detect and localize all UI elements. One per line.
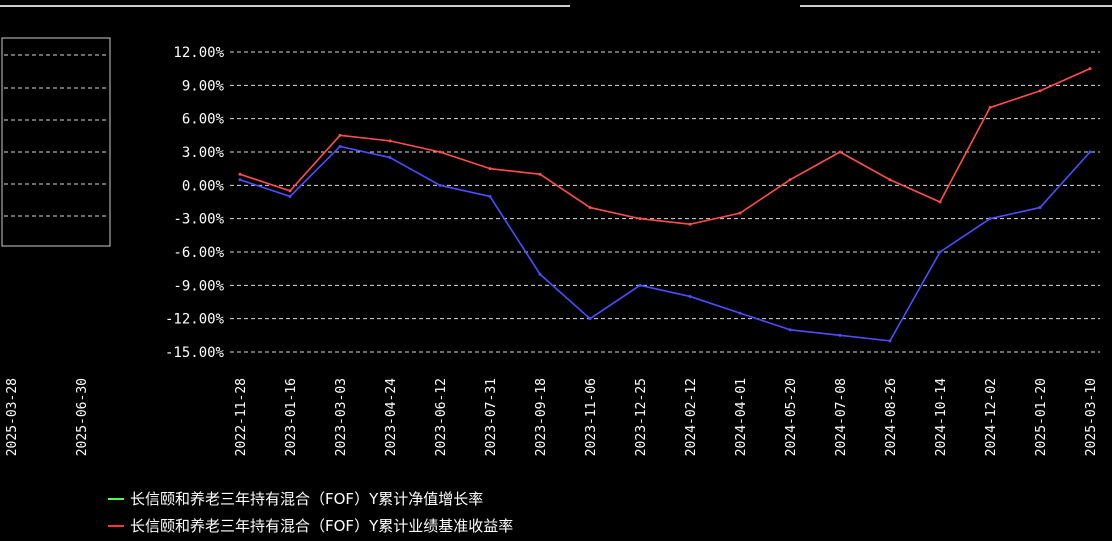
point-benchmark [988,217,992,221]
y-tick-label: -9.00% [173,278,224,294]
legend-item-benchmark: 长信颐和养老三年持有混合（FOF）Y累计业绩基准收益率 [108,515,513,536]
point-nav-growth [688,222,692,226]
series-line-benchmark [239,145,1091,342]
x-tick-label: 2023-09-18 [534,378,549,456]
series-layer [238,67,1092,343]
left-panel-layer [4,54,108,217]
y-tick-labels: 12.00% 9.00% 6.00% 3.00% 0.00% -3.00% -6.00% -9… [165,45,225,361]
x-tick-label: 2023-01-16 [284,378,299,456]
point-nav-growth [538,172,542,176]
y-tick-label: 6.00% [182,112,225,128]
point-benchmark [238,178,242,182]
y-tick-label: -3.00% [173,212,224,228]
legend-label-nav-growth: 长信颐和养老三年持有混合（FOF）Y累计净值增长率 [130,490,484,508]
point-benchmark [538,272,542,276]
x-tick-label: 2023-03-03 [334,378,349,456]
point-nav-growth [488,167,492,171]
x-tick-label: 2024-08-26 [884,378,899,456]
x-tick-label: 2025-01-20 [1034,378,1049,456]
x-tick-label: 2023-12-25 [634,378,649,456]
x-tick-label: 2023-11-06 [584,378,599,456]
point-benchmark [1088,150,1092,154]
x-tick-label: 2022-11-28 [234,378,249,456]
x-tick-label: 2025-03-10 [1084,378,1099,456]
point-benchmark [488,194,492,198]
point-benchmark [888,339,892,343]
point-nav-growth [938,200,942,204]
x-tick-label: 2024-10-14 [934,378,949,456]
point-nav-growth [1038,89,1042,93]
x-tick-label: 2024-02-12 [684,378,699,456]
point-nav-growth [388,139,392,143]
left-panel-frame [1,37,111,247]
left-panel-x-tick-label: 2025-03-28 [5,378,20,456]
grid-layer [230,51,1100,353]
y-tick-label: -12.00% [165,312,225,328]
point-benchmark [838,333,842,337]
point-benchmark [588,317,592,321]
legend-item-nav-growth: 长信颐和养老三年持有混合（FOF）Y累计净值增长率 [108,488,483,509]
point-benchmark [688,294,692,298]
y-tick-label: -15.00% [165,345,225,361]
point-nav-growth [338,133,342,137]
y-tick-label: 12.00% [173,45,224,61]
point-benchmark [338,144,342,148]
point-benchmark [938,250,942,254]
point-nav-growth [1088,67,1092,71]
point-benchmark [638,283,642,287]
y-tick-label: -6.00% [173,245,224,261]
x-tick-label: 2023-06-12 [434,378,449,456]
legend-label-benchmark: 长信颐和养老三年持有混合（FOF）Y累计业绩基准收益率 [130,517,514,535]
legend-swatch-benchmark [108,524,124,527]
point-nav-growth [988,106,992,110]
x-tick-label: 2023-07-31 [484,378,499,456]
point-nav-growth [788,178,792,182]
point-benchmark [388,156,392,160]
point-benchmark [738,311,742,315]
x-tick-label: 2023-04-24 [384,378,399,456]
x-tick-label: 2024-05-20 [784,378,799,456]
point-nav-growth [238,172,242,176]
point-nav-growth [888,178,892,182]
point-nav-growth [838,150,842,154]
point-nav-growth [288,189,292,193]
series-line-nav-growth [239,67,1091,226]
x-tick-labels: 2022-11-28 2023-01-16 2023-03-03 2023-04-24… [5,378,1099,456]
point-nav-growth [588,206,592,210]
y-tick-label: 9.00% [182,78,225,94]
x-tick-label: 2024-07-08 [834,378,849,456]
y-tick-label: 0.00% [182,178,225,194]
x-tick-label: 2024-04-01 [734,378,749,456]
point-nav-growth [738,211,742,215]
point-benchmark [288,194,292,198]
x-tick-label: 2024-12-02 [984,378,999,456]
y-tick-label: 3.00% [182,145,225,161]
point-benchmark [788,328,792,332]
point-benchmark [1038,206,1042,210]
point-benchmark [438,183,442,187]
left-panel-x-tick-label: 2025-06-30 [75,378,90,456]
legend-swatch-nav-growth [108,497,124,500]
point-nav-growth [638,217,642,221]
point-nav-growth [438,150,442,154]
